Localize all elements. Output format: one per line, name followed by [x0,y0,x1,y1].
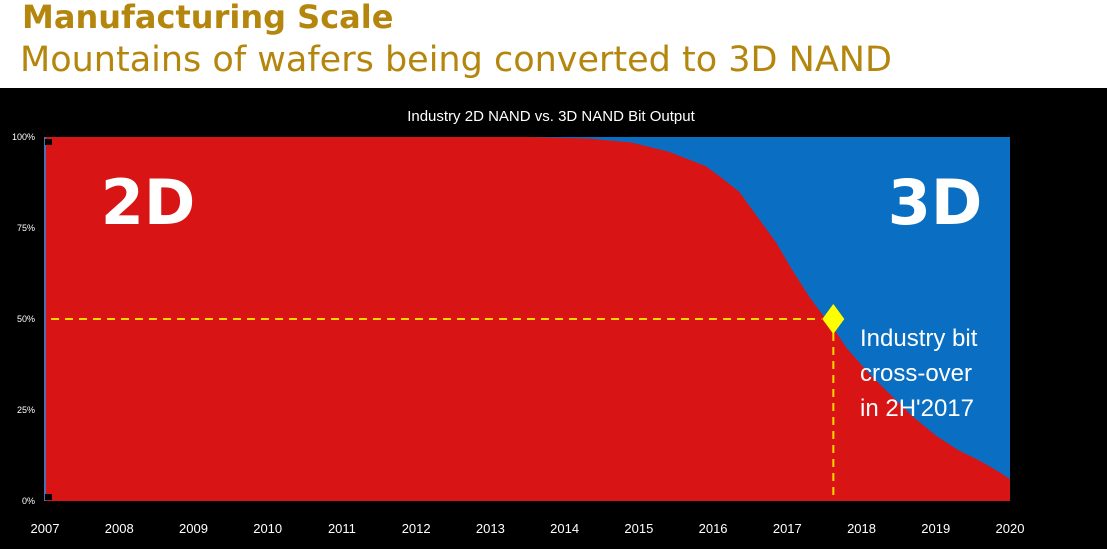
y-tick-label: 75% [17,223,35,233]
y-tick-label: 25% [17,405,35,415]
slide-header: Manufacturing Scale Mountains of wafers … [0,0,1107,88]
y-tick-label: 100% [12,132,35,142]
x-tick-label: 2017 [773,521,802,536]
axis-corner-mark-top [45,139,52,145]
slide-title: Manufacturing Scale [22,0,394,36]
area-label-3d: 3D [888,166,983,239]
bit-output-chart: Industry 2D NAND vs. 3D NAND Bit Output … [12,108,1024,536]
x-tick-label: 2019 [921,521,950,536]
slide-subtitle: Mountains of wafers being converted to 3… [20,40,892,80]
x-tick-label: 2016 [699,521,728,536]
x-tick-label: 2011 [328,521,356,536]
x-tick-label: 2009 [179,521,208,536]
x-tick-label: 2013 [476,521,505,536]
x-tick-label: 2012 [402,521,431,536]
x-tick-label: 2014 [550,521,579,536]
y-tick-label: 0% [22,496,35,506]
area-label-2d: 2D [101,166,196,239]
y-tick-label: 50% [17,314,35,324]
axis-corner-mark-bottom [45,494,52,500]
x-tick-label: 2020 [996,521,1025,536]
x-tick-label: 2015 [624,521,653,536]
x-tick-label: 2008 [105,521,134,536]
x-tick-label: 2010 [253,521,282,536]
plot-area: 0% 25% 50% 75% 100% 2007 2008 2009 2010 2011 2012 2… [12,132,1024,536]
chart-title: Industry 2D NAND vs. 3D NAND Bit Output [407,108,695,125]
x-tick-label: 2018 [847,521,876,536]
crossover-annotation-line: in 2H'2017 [860,395,974,422]
x-tick-label: 2007 [31,521,60,536]
crossover-annotation-line: Industry bit [860,325,978,352]
crossover-annotation-line: cross-over [860,360,972,387]
crossover-marker [822,304,845,334]
